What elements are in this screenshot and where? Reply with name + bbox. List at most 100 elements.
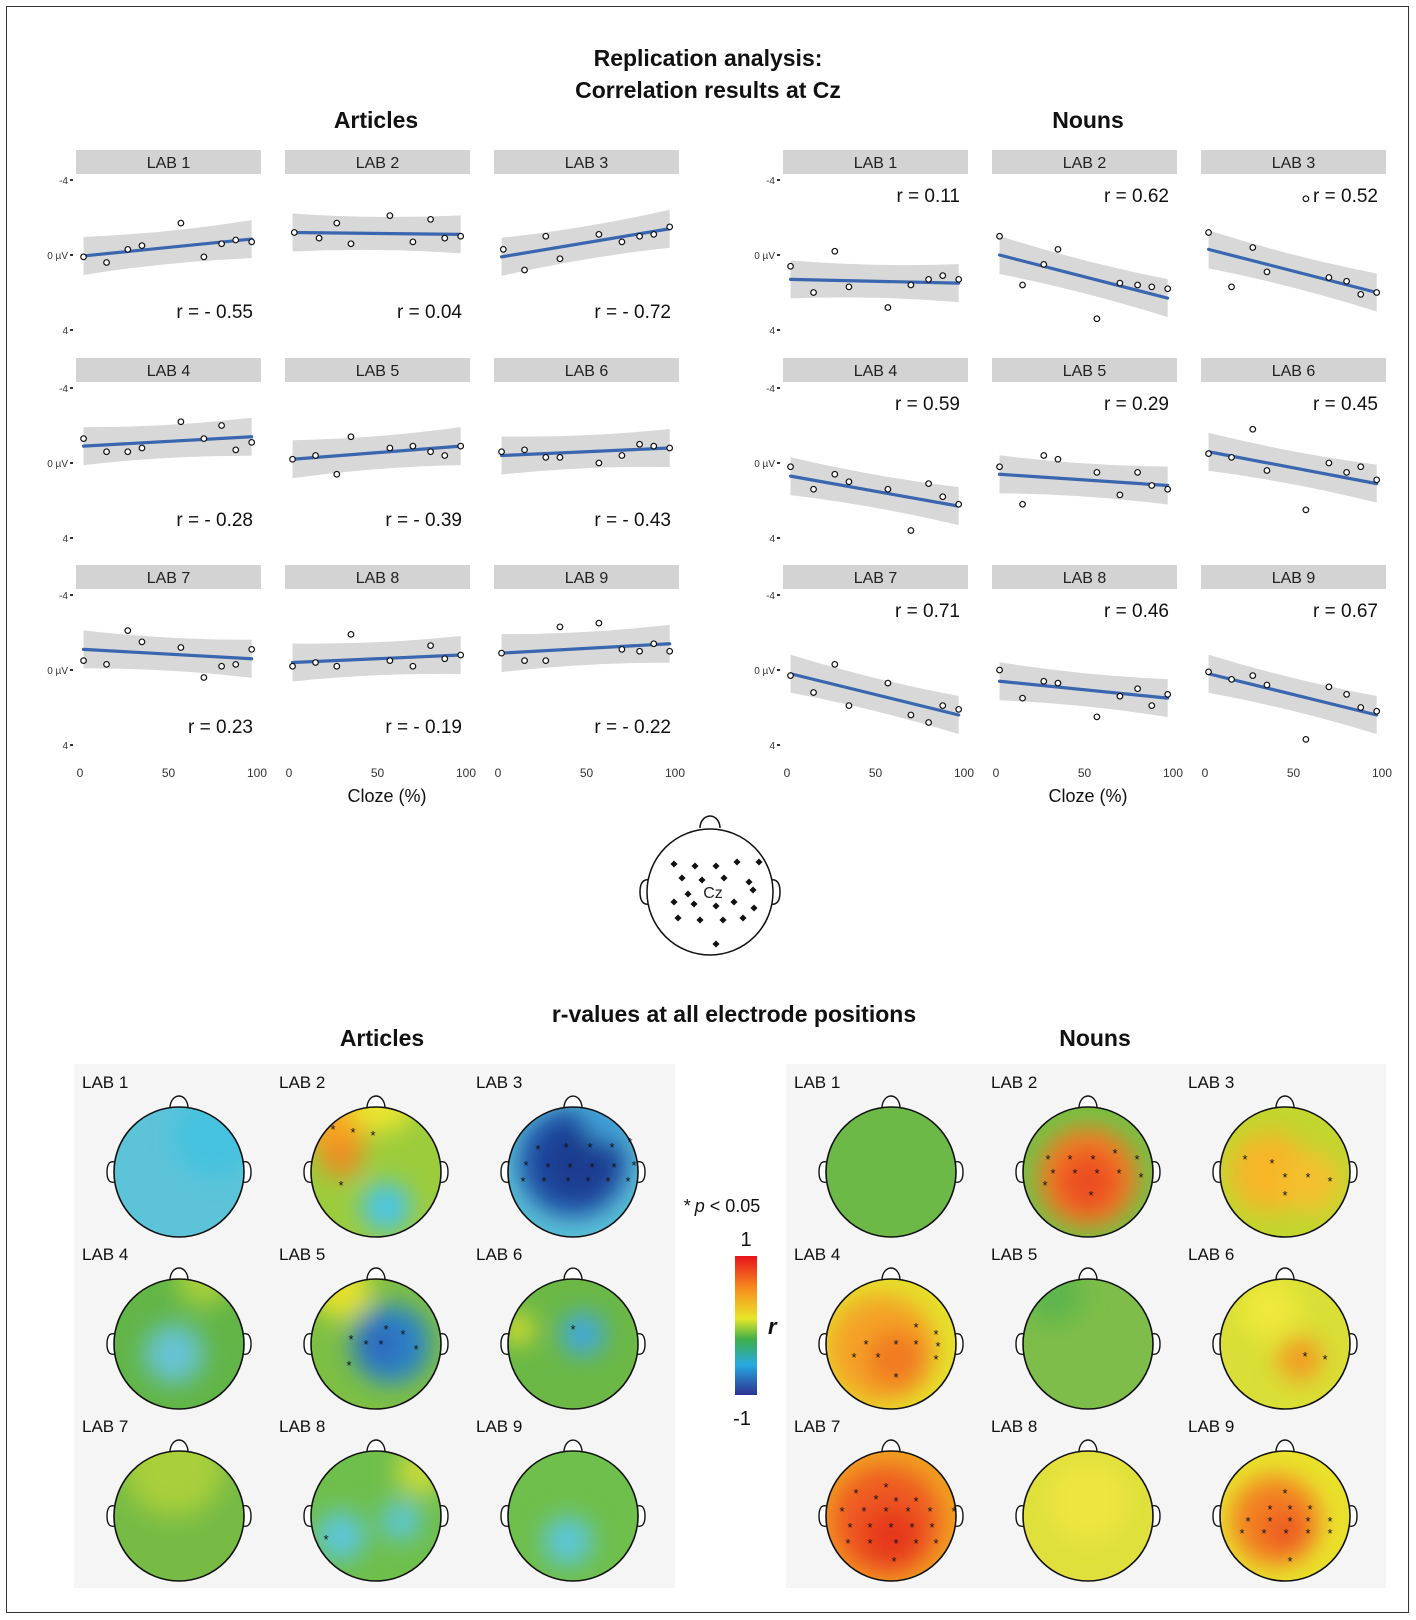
scatter-panel: LAB 1 r = 0.11 -4 0 µV 4	[754, 150, 968, 337]
topo-left-ear	[303, 1333, 313, 1355]
regression-line	[997, 472, 1170, 488]
electrode-dot	[670, 898, 678, 906]
topo-surface	[1023, 1451, 1153, 1581]
topo-outline	[113, 1278, 245, 1410]
data-point	[1148, 283, 1156, 291]
data-point	[787, 672, 794, 680]
data-point	[1302, 735, 1310, 743]
topo-nose	[1078, 1095, 1098, 1109]
topo-blob	[346, 1107, 416, 1132]
topo-left-ear	[1212, 1505, 1222, 1527]
y-tick-label: 4	[62, 326, 68, 337]
data-point	[1148, 482, 1156, 489]
data-point	[315, 234, 323, 242]
r-value-label: r = - 0.43	[594, 510, 671, 531]
data-point	[80, 435, 87, 443]
x-tick-label: 50	[371, 766, 385, 780]
x-tick-label: 100	[1372, 766, 1392, 780]
significance-star: *	[1305, 1514, 1310, 1529]
electrode-dot	[678, 874, 686, 882]
topo-map: LAB 5	[991, 1245, 1161, 1410]
topo-nose	[563, 1267, 583, 1281]
topo-outline	[825, 1450, 957, 1582]
topo-surface	[826, 1279, 956, 1409]
data-point	[1164, 285, 1172, 293]
data-point	[218, 662, 226, 670]
topo-map: LAB 9	[476, 1417, 646, 1582]
data-point	[666, 223, 674, 231]
data-point	[787, 463, 794, 471]
data-point	[232, 236, 240, 244]
x-tick-label: 100	[954, 766, 974, 780]
data-point	[636, 232, 643, 240]
significance-star: *	[1072, 1166, 1077, 1181]
data-point	[1019, 694, 1026, 702]
significance-star: *	[891, 1554, 896, 1569]
data-point	[1357, 290, 1365, 298]
scatter-panel: LAB 4 r = 0.59 -4 0 µV 4	[754, 358, 968, 545]
topo-outline	[310, 1106, 442, 1238]
data-point	[1134, 468, 1141, 476]
data-point	[312, 452, 319, 459]
significance-star: *	[873, 1492, 878, 1507]
y-tick-label: 4	[62, 741, 68, 752]
x-tick-label: 0	[1202, 766, 1209, 780]
significance-star: *	[913, 1494, 918, 1509]
significance-star: *	[913, 1320, 918, 1335]
data-point	[457, 232, 465, 240]
electrode-dot	[712, 902, 720, 910]
significance-star: *	[875, 1350, 880, 1365]
data-point	[939, 493, 947, 501]
topo-surface	[311, 1107, 441, 1237]
topo-right-ear	[636, 1333, 646, 1355]
nouns-x-label: Cloze (%)	[1048, 786, 1127, 806]
topo-blob	[1263, 1509, 1307, 1553]
significance-star: *	[1267, 1502, 1272, 1517]
significance-note: * p < 0.05	[684, 1196, 761, 1216]
panel-strip	[992, 565, 1177, 589]
topo-lab-label: LAB 8	[279, 1417, 325, 1436]
y-tick-mark	[777, 462, 780, 464]
topo-lab-label: LAB 3	[476, 1073, 522, 1092]
data-point	[347, 630, 355, 638]
regression-line	[1206, 672, 1379, 717]
topo-blob	[1056, 1150, 1120, 1214]
y-tick-mark	[777, 329, 780, 331]
topo-blob	[540, 1124, 616, 1200]
regression-line	[499, 446, 672, 458]
topo-blob	[866, 1329, 926, 1389]
topo-lab-label: LAB 9	[476, 1417, 522, 1436]
electrode-dot	[674, 914, 682, 922]
regression-line	[290, 444, 463, 461]
data-point	[556, 255, 564, 263]
significance-star: *	[609, 1140, 614, 1155]
data-point	[1040, 452, 1048, 459]
topo-map: LAB 3* * * * ** * * * * ** * * * * *	[476, 1073, 646, 1238]
data-point	[427, 215, 435, 223]
topo-right-ear	[1151, 1333, 1161, 1355]
data-point	[1302, 506, 1310, 514]
topo-blob	[1280, 1152, 1340, 1212]
scatter-panel: LAB 5 r = 0.29	[992, 358, 1177, 508]
data-point	[556, 623, 564, 631]
r-value-label: r = 0.23	[188, 717, 253, 738]
significance-star: *	[1116, 1166, 1121, 1181]
colorbar-min-label: -1	[733, 1408, 751, 1430]
significance-star: *	[1302, 1349, 1307, 1364]
data-point	[618, 238, 626, 246]
panel-strip-label: LAB 5	[1063, 363, 1107, 380]
significance-star: *	[1269, 1156, 1274, 1171]
data-point	[636, 440, 643, 448]
panel-strip-label: LAB 6	[1272, 363, 1316, 380]
significance-star: *	[888, 1520, 893, 1535]
electrode-dot	[698, 876, 706, 884]
data-point	[1343, 468, 1350, 476]
data-point	[666, 647, 674, 655]
topo-left-ear	[500, 1333, 510, 1355]
topo-map: LAB 2 * * * *	[279, 1073, 449, 1238]
data-point	[333, 219, 341, 227]
sig-p: p	[694, 1196, 705, 1216]
significance-star: *	[563, 1140, 568, 1155]
significance-star: *	[853, 1486, 858, 1501]
topo-blob	[176, 1279, 232, 1307]
